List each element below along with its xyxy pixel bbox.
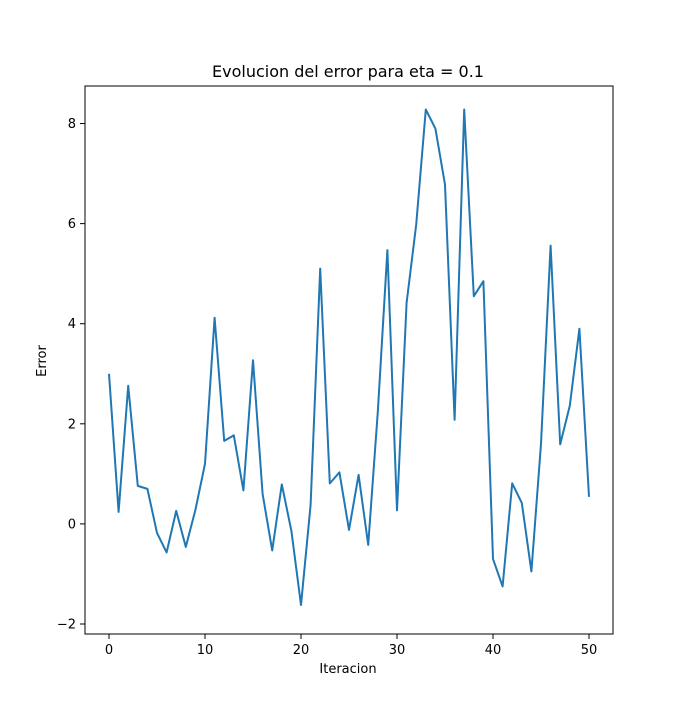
x-tick-label: 50 xyxy=(581,643,598,658)
plot-area: 0 10 20 30 40 50 −2 0 2 4 6 8 xyxy=(57,85,614,658)
y-tick-label: 6 xyxy=(68,217,76,232)
x-tick-label: 10 xyxy=(197,643,214,658)
x-axis-label: Iteracion xyxy=(319,662,376,677)
x-tick-label: 0 xyxy=(105,643,113,658)
y-tick-label: 8 xyxy=(68,117,76,132)
x-axis: 0 10 20 30 40 50 xyxy=(105,634,597,658)
y-tick-label: −2 xyxy=(57,617,76,632)
series-line xyxy=(108,108,590,606)
y-axis-label: Error xyxy=(35,345,50,377)
y-tick-label: 0 xyxy=(68,517,76,532)
chart-title: Evolucion del error para eta = 0.1 xyxy=(212,62,484,81)
plot-frame xyxy=(84,85,614,635)
y-tick-label: 2 xyxy=(68,417,76,432)
x-tick-label: 30 xyxy=(389,643,406,658)
x-tick-label: 40 xyxy=(485,643,502,658)
x-tick-label: 20 xyxy=(293,643,310,658)
y-axis: −2 0 2 4 6 8 xyxy=(57,117,85,632)
y-tick-label: 4 xyxy=(68,317,76,332)
